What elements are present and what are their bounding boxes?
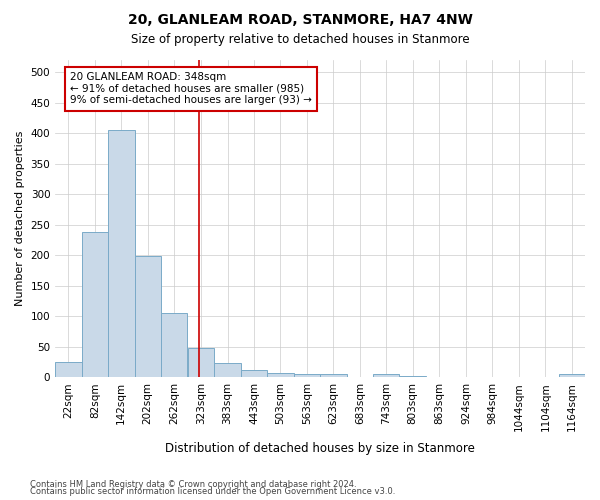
Y-axis label: Number of detached properties: Number of detached properties: [15, 131, 25, 306]
Bar: [241, 370, 267, 378]
Bar: [55, 362, 82, 378]
Bar: [188, 348, 214, 378]
Bar: [400, 376, 426, 378]
Bar: [559, 374, 585, 378]
Text: Contains HM Land Registry data © Crown copyright and database right 2024.: Contains HM Land Registry data © Crown c…: [30, 480, 356, 489]
Bar: [82, 232, 108, 378]
Text: Size of property relative to detached houses in Stanmore: Size of property relative to detached ho…: [131, 32, 469, 46]
Bar: [426, 376, 452, 378]
Bar: [108, 130, 134, 378]
Bar: [293, 374, 320, 378]
Text: 20, GLANLEAM ROAD, STANMORE, HA7 4NW: 20, GLANLEAM ROAD, STANMORE, HA7 4NW: [128, 12, 472, 26]
Bar: [373, 374, 400, 378]
Bar: [214, 363, 241, 378]
Text: 20 GLANLEAM ROAD: 348sqm
← 91% of detached houses are smaller (985)
9% of semi-d: 20 GLANLEAM ROAD: 348sqm ← 91% of detach…: [70, 72, 311, 106]
Bar: [320, 374, 347, 378]
Bar: [161, 312, 187, 378]
Bar: [267, 373, 293, 378]
X-axis label: Distribution of detached houses by size in Stanmore: Distribution of detached houses by size …: [165, 442, 475, 455]
Text: Contains public sector information licensed under the Open Government Licence v3: Contains public sector information licen…: [30, 487, 395, 496]
Bar: [134, 256, 161, 378]
